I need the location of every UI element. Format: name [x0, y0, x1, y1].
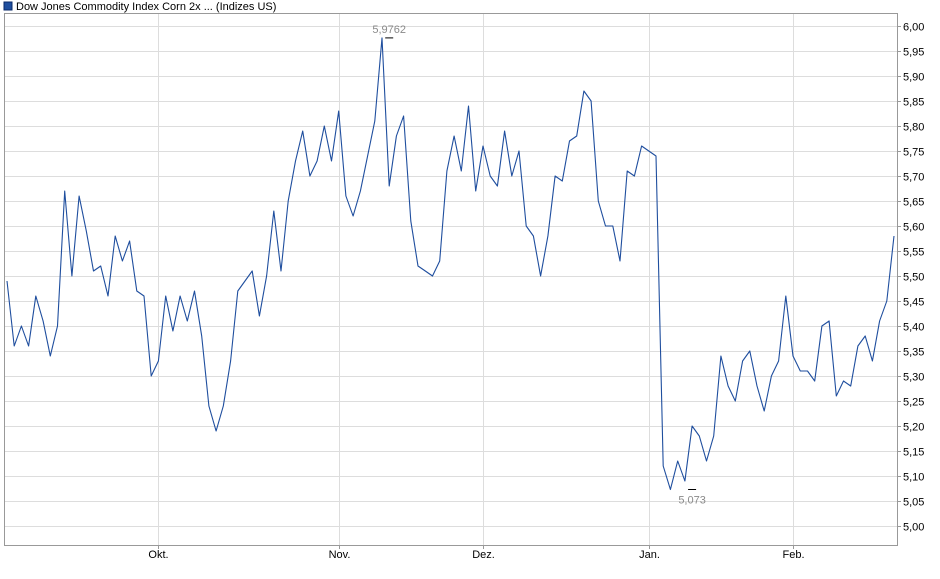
x-tick-label: Nov. [329, 549, 351, 561]
y-tick-label: 5,60 [903, 222, 924, 234]
y-tick-label: 5,00 [903, 522, 924, 534]
series-line [6, 37, 895, 491]
y-tick-label: 5,90 [903, 72, 924, 84]
legend-swatch [3, 1, 13, 11]
annotations: 5,9762 5,073 [372, 24, 705, 507]
y-tick-label: 5,55 [903, 247, 924, 259]
y-tick-label: 6,00 [903, 22, 924, 34]
y-tick-label: 5,50 [903, 272, 924, 284]
y-tick-label: 5,95 [903, 47, 924, 59]
y-axis: 6,00 5,95 5,90 5,85 5,80 5,75 5,70 5,65 5,60 5,55… [897, 22, 924, 534]
x-tick-label: Dez. [472, 549, 495, 561]
y-tick-label: 5,85 [903, 97, 924, 109]
x-tick-label: Feb. [782, 549, 804, 561]
y-tick-label: 5,80 [903, 122, 924, 134]
x-tick-label: Okt. [148, 549, 168, 561]
y-tick-label: 5,35 [903, 347, 924, 359]
y-tick-label: 5,25 [903, 397, 924, 409]
y-tick-label: 5,20 [903, 422, 924, 434]
y-tick-label: 5,05 [903, 497, 924, 509]
x-axis: Okt. Nov. Dez. Jan. Feb. [148, 545, 805, 561]
y-tick-label: 5,10 [903, 472, 924, 484]
x-tick-label: Jan. [639, 549, 660, 561]
y-tick-label: 5,65 [903, 197, 924, 209]
y-tick-label: 5,40 [903, 322, 924, 334]
y-tick-label: 5,75 [903, 147, 924, 159]
max-label: 5,9762 [372, 24, 406, 36]
plot-frame [4, 13, 898, 546]
min-label: 5,073 [678, 495, 706, 507]
y-tick-label: 5,30 [903, 372, 924, 384]
y-tick-label: 5,15 [903, 447, 924, 459]
y-tick-label: 5,70 [903, 172, 924, 184]
grid [5, 14, 897, 545]
y-tick-label: 5,45 [903, 297, 924, 309]
legend: Dow Jones Commodity Index Corn 2x ... (I… [3, 1, 276, 13]
chart-title: Dow Jones Commodity Index Corn 2x ... (I… [16, 1, 276, 13]
